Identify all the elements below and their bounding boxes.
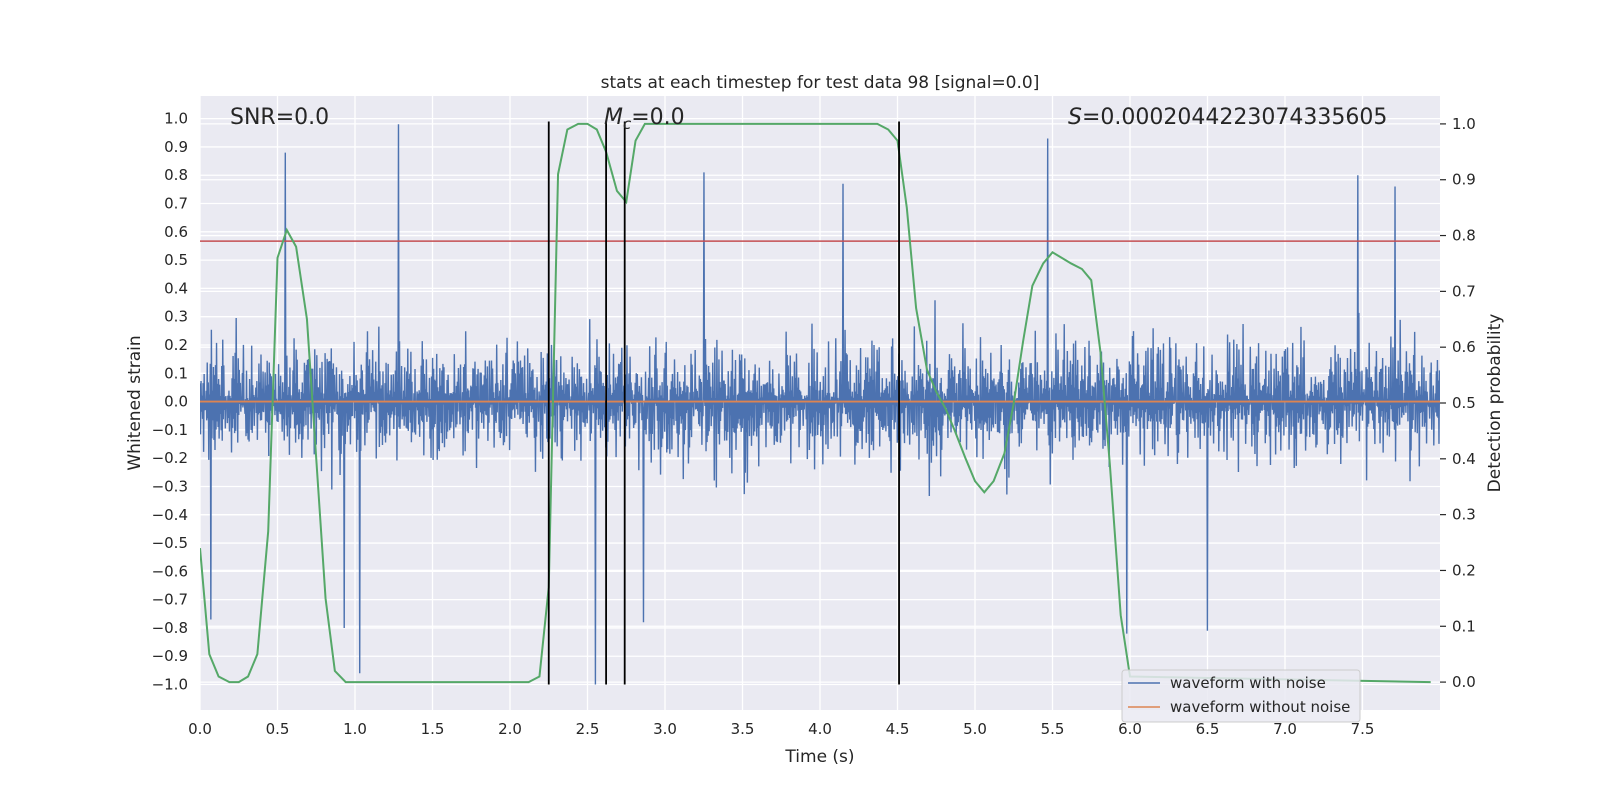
legend: waveform with noise waveform without noi… [1121, 669, 1361, 723]
y2-tick-label-3: 0.7 [1452, 282, 1476, 300]
annotation-mc-symbol: M [604, 105, 623, 130]
annotation-mc: Mc=0.0 [604, 105, 685, 133]
marker-lines [547, 121, 900, 685]
x-tick-label-3: 1.5 [421, 720, 445, 738]
x-tick-label-7: 3.5 [731, 720, 755, 738]
y-tick-label-14: −0.4 [152, 506, 188, 524]
annotation-mc-sub: c [623, 115, 632, 133]
y-tick-label-0: 1.0 [164, 110, 188, 128]
series-waveform-with-noise [200, 124, 1440, 685]
y-tick-label-1: 0.9 [164, 138, 188, 156]
y-axis-ticks: 1.0 0.9 0.8 0.7 0.6 0.5 0.4 0.3 0.2 0.1 0.0 −0.1 −0.… [152, 110, 188, 694]
y-tick-label-16: −0.6 [152, 562, 188, 580]
y-tick-label-7: 0.3 [164, 308, 188, 326]
y-tick-label-10: 0.0 [164, 393, 188, 411]
x-axis-ticks: 0.0 0.5 1.0 1.5 2.0 2.5 3.0 3.5 4.0 4.5 5.0 5.5 6.0 6… [188, 720, 1374, 738]
y2-tick-label-0: 1.0 [1452, 115, 1476, 133]
y-tick-label-2: 0.8 [164, 166, 188, 184]
annotation-s-value: =0.0002044223074335605 [1082, 105, 1387, 130]
x-axis-label: Time (s) [784, 747, 854, 767]
x-tick-label-8: 4.0 [808, 720, 832, 738]
x-tick-label-1: 0.5 [266, 720, 290, 738]
x-tick-label-13: 6.5 [1196, 720, 1220, 738]
y-tick-label-3: 0.7 [164, 195, 188, 213]
y2-tick-label-6: 0.4 [1452, 450, 1476, 468]
x-tick-label-2: 1.0 [343, 720, 367, 738]
plot-area [200, 121, 1440, 685]
y2-tick-label-10: 0.0 [1452, 673, 1476, 691]
x-tick-label-6: 3.0 [653, 720, 677, 738]
y-tick-label-19: −0.9 [152, 647, 188, 665]
y-tick-label-4: 0.6 [164, 223, 188, 241]
y2-axis-label: Detection probability [1485, 314, 1505, 493]
y-tick-label-17: −0.7 [152, 591, 188, 609]
y2-tick-label-5: 0.5 [1452, 394, 1476, 412]
y-tick-label-15: −0.5 [152, 534, 188, 552]
x-tick-label-0: 0.0 [188, 720, 212, 738]
x-tick-label-5: 2.5 [576, 720, 600, 738]
annotation-s: S=0.0002044223074335605 [1068, 105, 1387, 130]
y2-axis-ticks: 1.0 0.9 0.8 0.7 0.6 0.5 0.4 0.3 0.2 0.1 0.0 [1440, 115, 1476, 691]
annotation-s-symbol: S [1068, 105, 1082, 130]
annotation-snr: SNR=0.0 [230, 105, 329, 130]
chart-title: stats at each timestep for test data 98 … [601, 73, 1040, 93]
y2-tick-label-2: 0.8 [1452, 227, 1476, 245]
y-tick-label-11: −0.1 [152, 421, 188, 439]
annotation-mc-value: =0.0 [631, 105, 684, 130]
y-tick-label-12: −0.2 [152, 449, 188, 467]
x-tick-label-14: 7.0 [1273, 720, 1297, 738]
y-axis-label: Whitened strain [125, 335, 145, 470]
noise-trace [200, 124, 1440, 685]
y-tick-label-20: −1.0 [152, 676, 188, 694]
y2-tick-label-9: 0.1 [1452, 617, 1476, 635]
y2-tick-label-7: 0.3 [1452, 506, 1476, 524]
y-tick-label-6: 0.4 [164, 279, 188, 297]
detection-probability-line [200, 122, 1431, 684]
y-tick-label-5: 0.5 [164, 251, 188, 269]
x-tick-label-11: 5.5 [1041, 720, 1065, 738]
x-tick-label-12: 6.0 [1118, 720, 1142, 738]
legend-label-noise: waveform with noise [1170, 674, 1326, 692]
y-tick-label-13: −0.3 [152, 477, 188, 495]
y2-tick-label-8: 0.2 [1452, 561, 1476, 579]
x-tick-label-4: 2.0 [498, 720, 522, 738]
y2-tick-label-4: 0.6 [1452, 338, 1476, 356]
legend-label-clean: waveform without noise [1170, 698, 1350, 716]
legend-box [1121, 669, 1361, 723]
x-tick-label-10: 5.0 [963, 720, 987, 738]
series-lines [200, 122, 1440, 684]
x-tick-label-9: 4.5 [886, 720, 910, 738]
y-tick-label-8: 0.2 [164, 336, 188, 354]
x-tick-label-15: 7.5 [1351, 720, 1375, 738]
y2-tick-label-1: 0.9 [1452, 171, 1476, 189]
y-tick-label-9: 0.1 [164, 364, 188, 382]
y-tick-label-18: −0.8 [152, 619, 188, 637]
